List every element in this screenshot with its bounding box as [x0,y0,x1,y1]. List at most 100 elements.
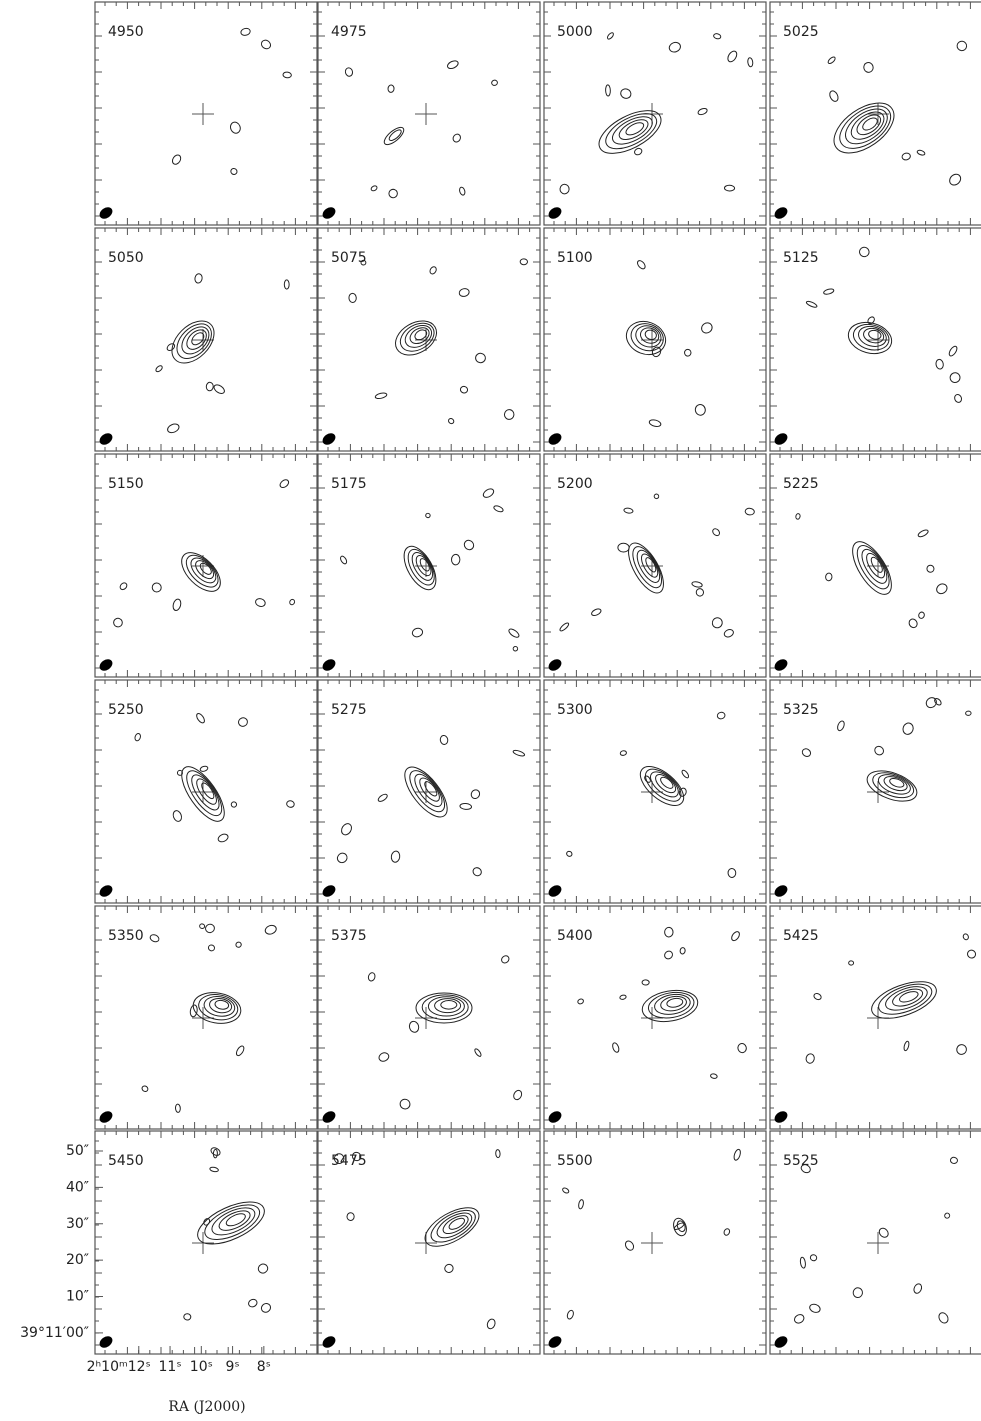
noise-contour [440,735,449,745]
noise-contour [713,33,721,40]
channel-panel: 5200 [544,454,766,677]
noise-contour [624,1240,635,1252]
channel-panel: 5425 [770,906,981,1129]
noise-contour [566,1309,574,1319]
noise-contour [429,266,438,275]
noise-contour [496,1149,501,1157]
noise-contour [284,280,289,289]
emission-contour [190,331,207,348]
y-tick-label: 40″ [66,1179,89,1195]
noise-contour [726,49,739,63]
noise-contour [500,954,510,964]
noise-contour [966,949,977,959]
channel-label: 5500 [557,1153,593,1169]
channel-label: 5525 [783,1153,819,1169]
noise-contour [649,419,662,428]
noise-contour [289,599,295,606]
beam [546,1109,563,1125]
noise-contour [651,346,662,358]
channel-label: 4950 [108,24,144,40]
noise-contour [260,38,272,50]
y-tick-label: 50″ [66,1143,89,1159]
channel-label: 5475 [331,1153,367,1169]
beam [546,883,563,899]
emission-contour [592,102,667,162]
beam [320,883,337,899]
channel-panel: 5075 [318,228,540,451]
noise-contour [229,121,242,135]
noise-contour [917,149,926,156]
noise-contour [520,259,527,265]
noise-contour [694,404,706,416]
noise-contour [858,245,871,258]
emission-contour [382,124,407,147]
noise-contour [863,61,875,73]
channel-panel: 5125 [770,228,981,451]
channel-panel: 5225 [770,454,981,677]
noise-contour [388,85,395,93]
emission-contour [676,1220,687,1233]
noise-contour [924,696,938,710]
noise-contour [618,543,630,552]
emission-contour [666,997,683,1008]
noise-contour [460,803,472,810]
noise-contour [853,1287,863,1298]
noise-contour [213,1149,217,1158]
channel-panel: 5300 [544,680,766,903]
channel-label: 4975 [331,24,367,40]
noise-contour [935,359,944,370]
beam [320,657,337,673]
noise-contour [944,1212,951,1219]
y-tick-label: 20″ [66,1252,89,1268]
noise-contour [207,944,215,952]
beam [546,431,563,447]
emission-contour [671,1216,688,1237]
noise-contour [795,513,800,519]
beam [97,883,114,899]
noise-contour [711,527,721,537]
noise-contour [578,1199,584,1209]
noise-contour [462,538,475,551]
channel-label: 5350 [108,928,144,944]
noise-contour [825,573,832,581]
channel-label: 5325 [783,702,819,718]
noise-contour [935,582,949,596]
noise-contour [653,493,659,499]
noise-contour [611,1042,620,1053]
channel-panel: 5450 [95,1131,317,1354]
channel-panel: 5275 [318,680,540,903]
emission-contour [875,978,936,1020]
emission-contour [389,314,442,362]
beam [97,657,114,673]
noise-contour [955,1043,968,1057]
emission-contour [622,538,671,598]
noise-contour [566,850,573,857]
noise-contour [710,616,724,630]
beam [97,1109,114,1125]
noise-contour [619,994,626,1000]
noise-contour [624,508,634,514]
emission-contour [398,541,443,595]
noise-contour [340,822,354,837]
noise-contour [723,628,734,638]
noise-contour [806,300,818,308]
emission-contour [861,115,880,132]
beam [772,657,789,673]
noise-contour [367,972,376,982]
emission-contour [216,1207,253,1235]
noise-contour [947,172,962,187]
noise-contour [948,345,959,357]
noise-contour [175,1104,180,1113]
noise-contour [255,597,267,607]
emission-contour [404,765,451,817]
noise-contour [849,961,854,965]
channel-label: 5425 [783,928,819,944]
emission-contour [407,324,432,346]
emission-contour [447,1216,466,1231]
noise-contour [605,85,610,96]
noise-contour [827,56,836,65]
noise-contour [691,581,702,588]
noise-contour [150,581,163,594]
noise-contour [950,1157,958,1164]
noise-contour [237,717,248,728]
